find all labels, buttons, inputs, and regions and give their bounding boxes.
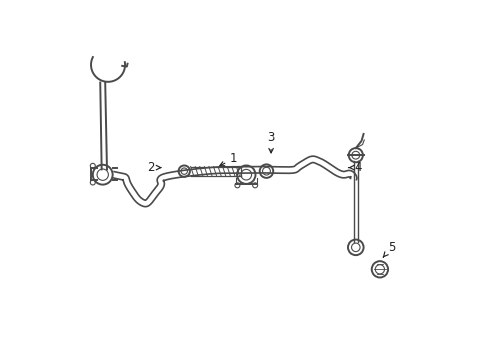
Text: 1: 1 xyxy=(220,152,237,166)
Text: 3: 3 xyxy=(267,131,274,153)
Text: 5: 5 xyxy=(383,241,394,257)
Text: 2: 2 xyxy=(146,161,161,174)
Text: 4: 4 xyxy=(348,161,361,174)
